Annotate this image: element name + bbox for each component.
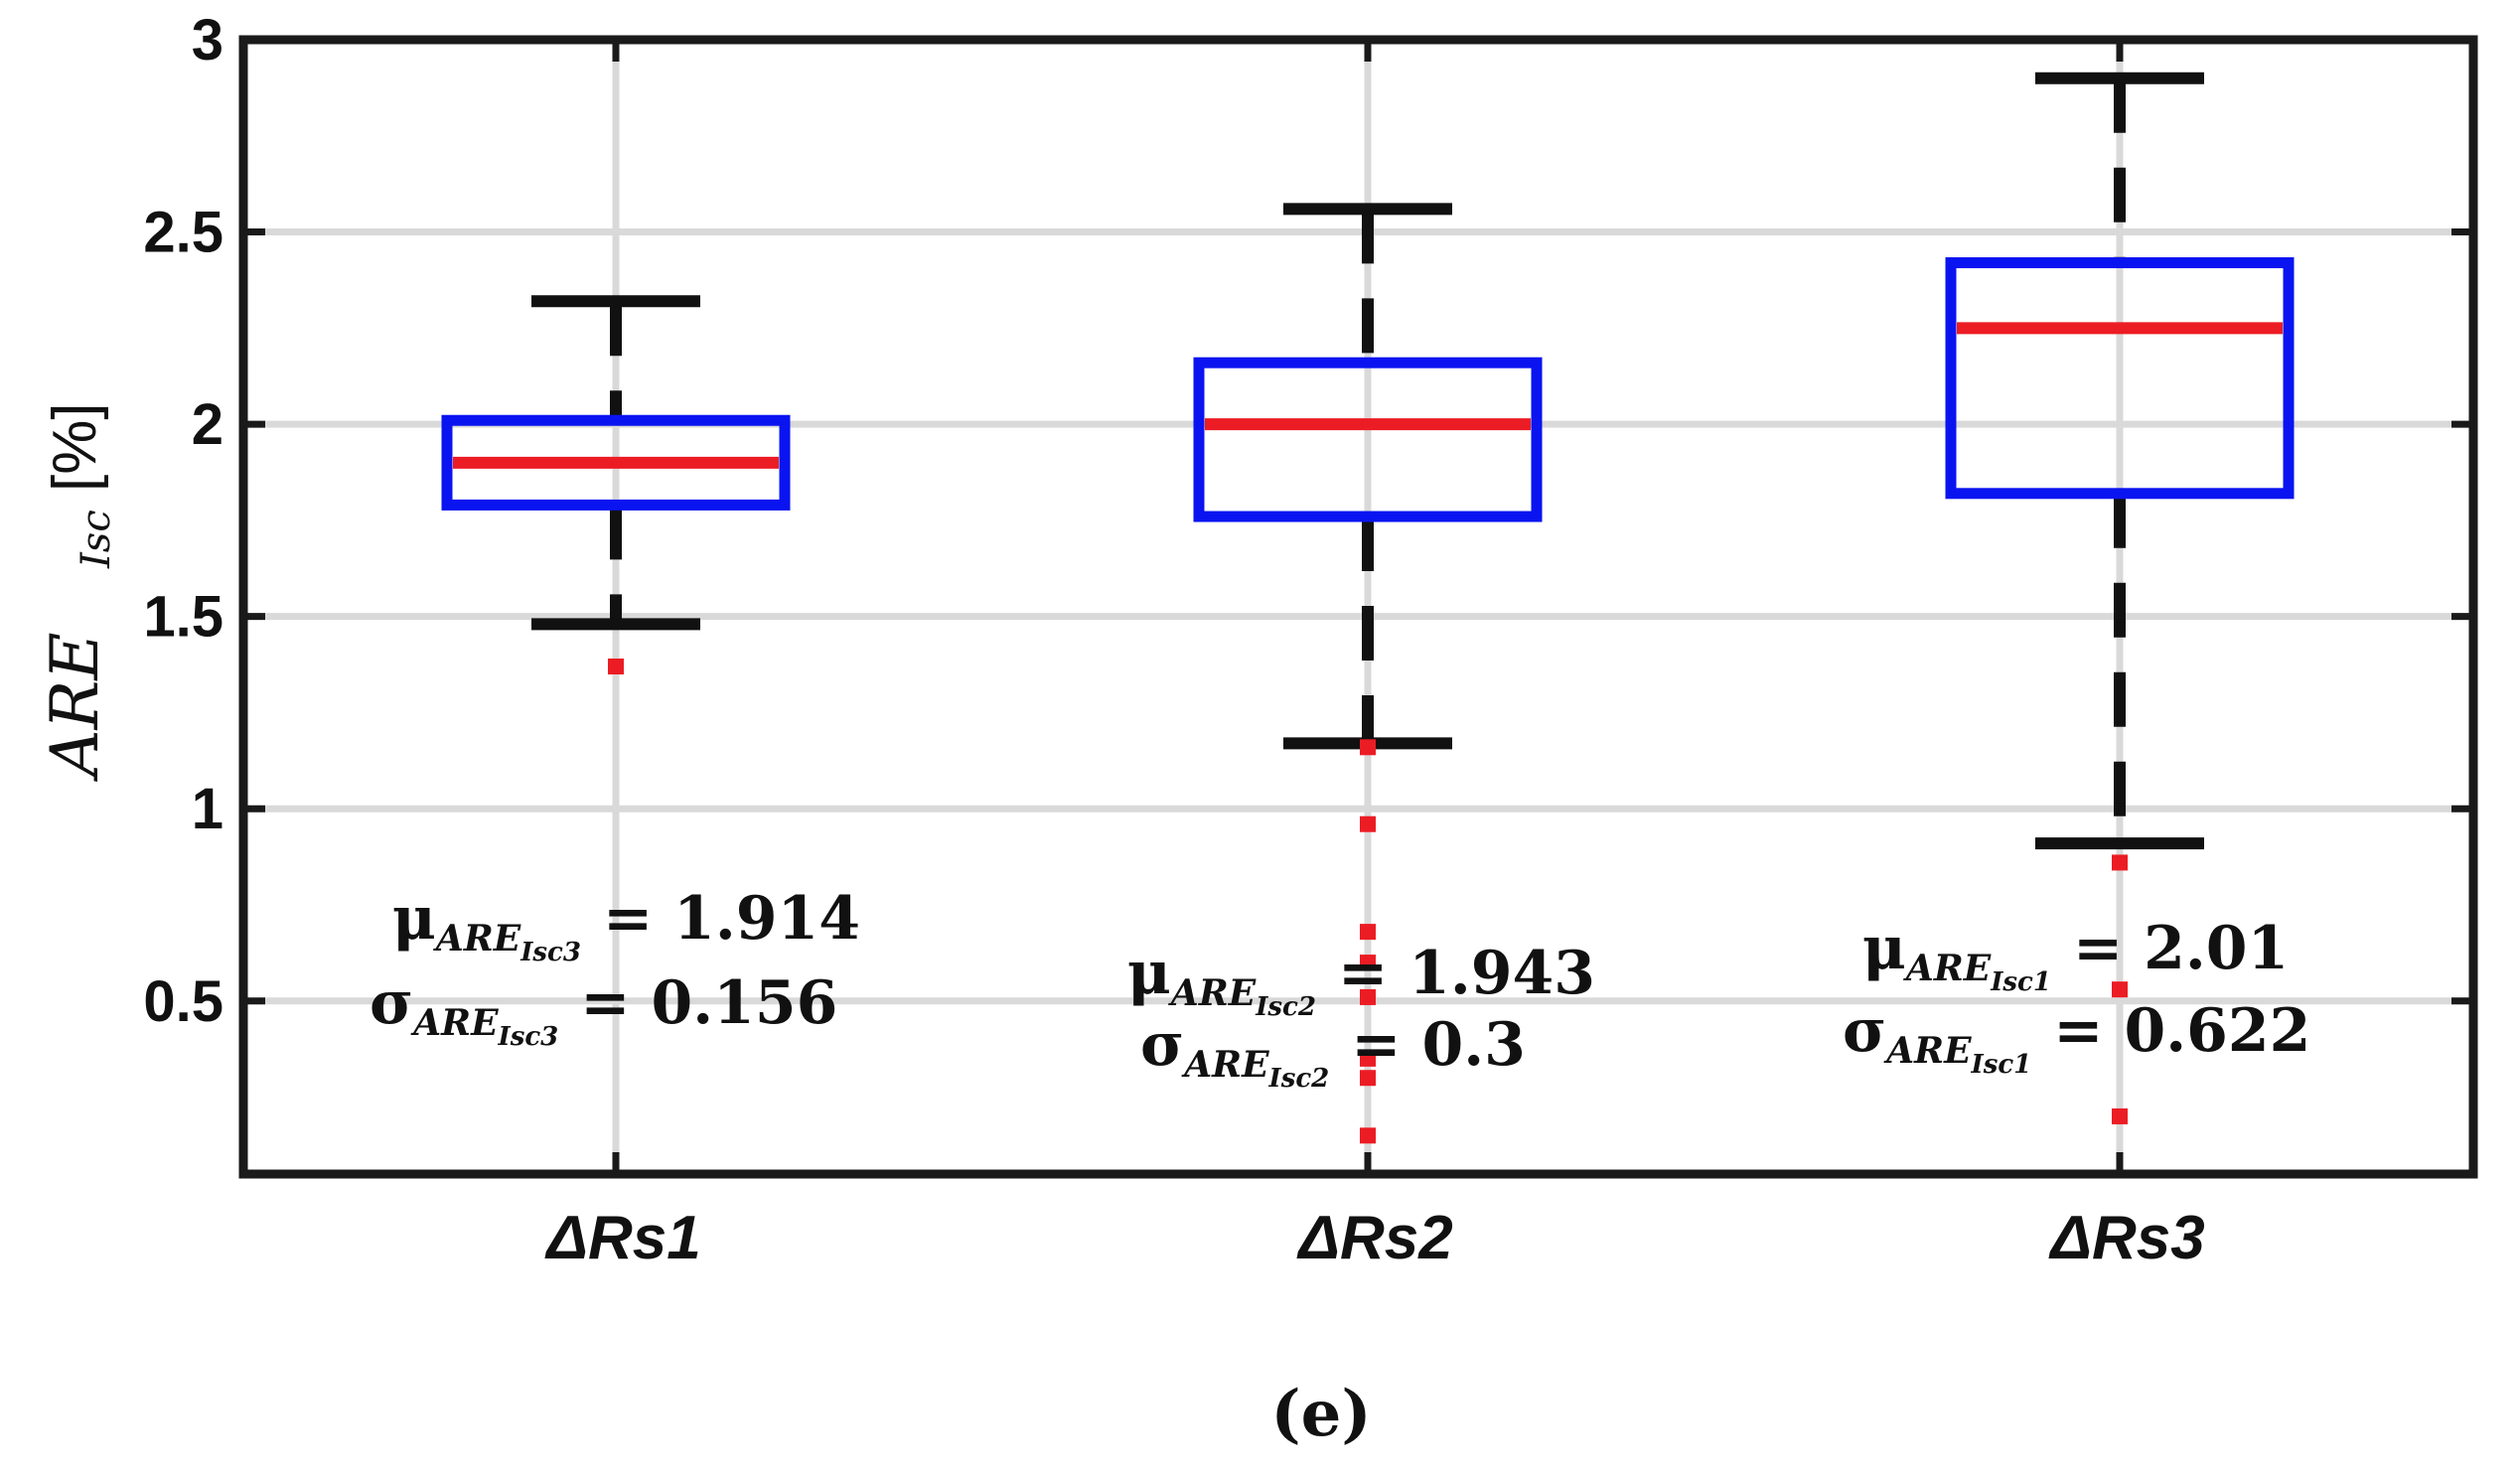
annotation-value: = 1.914	[603, 884, 860, 954]
outlier-point	[1360, 815, 1376, 832]
annotation-symbol: σ	[1843, 996, 1886, 1066]
annotation-subscript: ARE	[1168, 972, 1257, 1014]
annotation-symbol: μ	[1127, 939, 1171, 1008]
std-annotation: σAREIsc2 = 0.3	[1140, 1010, 1526, 1094]
y-tick-label: 2.5	[143, 201, 223, 265]
x-category-label: ΔRs2	[1296, 1204, 1452, 1272]
x-category-label: ΔRs3	[2048, 1204, 2204, 1272]
box-plot-series	[441, 72, 2295, 1144]
y-tick-label: 2	[192, 392, 223, 457]
axis-ticks: 0.5 1 1.5 2 2.5 3 ΔRs1 ΔRs2 ΔRs3	[143, 8, 2473, 1272]
annotation-value: = 0.622	[2053, 996, 2310, 1066]
box-group	[1193, 203, 1543, 1144]
mean-annotation: μAREIsc1 = 2.01	[1862, 914, 2289, 997]
outlier-point	[1360, 988, 1376, 1005]
annotation-value: = 1.943	[1338, 939, 1595, 1008]
outlier-point	[1360, 739, 1376, 756]
std-annotation: σAREIsc1 = 0.622	[1843, 996, 2310, 1080]
annotation-subsubscript: Isc3	[519, 938, 581, 967]
outlier-point	[1360, 924, 1376, 941]
annotation-value: = 0.156	[580, 968, 837, 1038]
annotation-symbol: μ	[1862, 914, 1906, 983]
iqr-box	[441, 414, 791, 511]
annotation-subscript: ARE	[1903, 948, 1992, 989]
outlier-point	[1360, 1050, 1376, 1067]
annotation-subsubscript: Isc1	[1990, 967, 2051, 997]
annotation-value: = 0.3	[1351, 1010, 1526, 1080]
annotation-symbol: σ	[1140, 1010, 1184, 1080]
box-group	[441, 295, 791, 675]
annotation-subsubscript: Isc2	[1268, 1064, 1330, 1094]
annotation-subscript: ARE	[1181, 1044, 1269, 1086]
plot-frame	[238, 35, 2478, 1179]
outlier-point	[1360, 1127, 1376, 1144]
std-annotation: σAREIsc3 = 0.156	[370, 968, 837, 1052]
annotation-subscript: ARE	[410, 1002, 499, 1044]
annotation-value: = 2.01	[2073, 914, 2289, 983]
y-axis-label-main: ARE	[37, 632, 113, 783]
outlier-point	[1360, 1070, 1376, 1087]
y-tick-label: 3	[192, 8, 223, 73]
annotation-subscript: ARE	[433, 918, 521, 959]
outlier-point	[2112, 981, 2128, 998]
iqr-box	[1945, 257, 2295, 500]
outlier-point	[2112, 1107, 2128, 1124]
outlier-point	[608, 659, 624, 675]
y-axis-label: ARE Isc [%]	[37, 402, 119, 783]
annotation-subsubscript: Isc1	[1971, 1050, 2032, 1080]
y-tick-label: 1	[192, 777, 223, 841]
outlier-point	[2112, 854, 2128, 871]
y-tick-label: 1.5	[143, 585, 223, 650]
annotation-symbol: μ	[392, 884, 436, 954]
annotation-subscript: ARE	[1883, 1030, 1972, 1072]
annotation-subsubscript: Isc2	[1255, 992, 1316, 1022]
annotation-subsubscript: Isc3	[498, 1022, 559, 1052]
mean-annotation: μAREIsc2 = 1.943	[1127, 939, 1595, 1022]
y-axis-label-unit: [%]	[41, 402, 109, 492]
box-group	[1945, 72, 2295, 1124]
y-tick-label: 0.5	[143, 969, 223, 1034]
iqr-box	[1193, 357, 1543, 522]
panel-label: (e)	[1270, 1377, 1371, 1451]
y-axis-label-subscript: Isc	[74, 510, 119, 569]
annotation-symbol: σ	[370, 968, 413, 1038]
mean-annotation: μAREIsc3 = 1.914	[392, 884, 860, 967]
x-category-label: ΔRs1	[544, 1204, 700, 1272]
outlier-point	[1360, 955, 1376, 971]
